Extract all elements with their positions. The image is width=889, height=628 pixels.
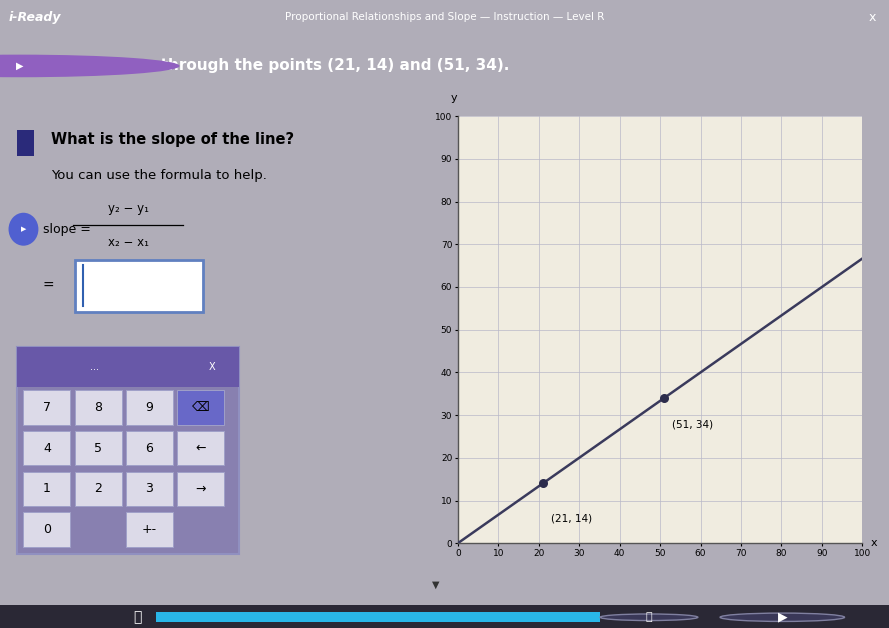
Text: 3: 3 (146, 482, 153, 495)
Text: 5: 5 (94, 441, 102, 455)
Text: (21, 14): (21, 14) (551, 513, 592, 523)
FancyBboxPatch shape (75, 260, 203, 311)
Point (657, 393, 671, 403)
Text: y: y (451, 94, 457, 104)
Text: =: = (43, 279, 54, 293)
Text: x: x (869, 11, 876, 24)
Bar (126, 472, 172, 506)
Text: 2: 2 (94, 482, 102, 495)
Text: 7: 7 (43, 401, 51, 414)
Bar (75, 472, 122, 506)
Text: 1: 1 (43, 482, 51, 495)
Text: A line passes through the points (21, 14) and (51, 34).: A line passes through the points (21, 14… (43, 58, 509, 73)
Bar (23, 512, 70, 547)
Bar (126, 431, 172, 465)
Text: ▼: ▼ (432, 580, 439, 590)
Text: 9: 9 (146, 401, 153, 414)
Text: (51, 34): (51, 34) (672, 420, 713, 430)
Text: What is the slope of the line?: What is the slope of the line? (52, 133, 294, 147)
Text: →: → (196, 482, 206, 495)
Bar (177, 472, 224, 506)
Text: 0: 0 (43, 523, 51, 536)
Text: 4: 4 (43, 441, 51, 455)
Text: i-Ready: i-Ready (9, 11, 61, 24)
Bar (23, 472, 70, 506)
Bar (126, 512, 172, 547)
Text: You can use the formula to help.: You can use the formula to help. (52, 168, 267, 181)
Bar (177, 390, 224, 425)
Text: ⌫: ⌫ (192, 401, 210, 414)
Circle shape (720, 613, 845, 622)
Text: ⏮: ⏮ (133, 610, 142, 624)
Text: 6: 6 (146, 441, 153, 455)
Bar (177, 431, 224, 465)
Text: ...: ... (90, 362, 100, 372)
Text: ⏸: ⏸ (645, 612, 653, 622)
Text: slope =: slope = (43, 223, 91, 236)
Circle shape (9, 213, 38, 246)
FancyBboxPatch shape (17, 347, 239, 554)
Bar (0, 605, 889, 628)
Bar (23, 390, 70, 425)
Point (536, 479, 550, 489)
Text: ▶: ▶ (16, 61, 23, 71)
Bar (17, 347, 239, 387)
Circle shape (0, 55, 180, 77)
Bar (156, 612, 600, 622)
Circle shape (600, 614, 698, 620)
Text: +-: +- (141, 523, 157, 536)
Bar (126, 390, 172, 425)
Bar (75, 390, 122, 425)
Text: 8: 8 (94, 401, 102, 414)
Bar (17, 131, 34, 156)
Text: ▶: ▶ (778, 611, 787, 624)
Text: Proportional Relationships and Slope — Instruction — Level R: Proportional Relationships and Slope — I… (284, 13, 605, 22)
Text: x₂ − x₁: x₂ − x₁ (108, 236, 148, 249)
Text: X: X (209, 362, 216, 372)
Text: x: x (870, 538, 877, 548)
Text: ←: ← (196, 441, 206, 455)
Bar (75, 431, 122, 465)
Text: ▶: ▶ (20, 226, 26, 232)
Text: y₂ − y₁: y₂ − y₁ (108, 202, 148, 215)
Bar (23, 431, 70, 465)
